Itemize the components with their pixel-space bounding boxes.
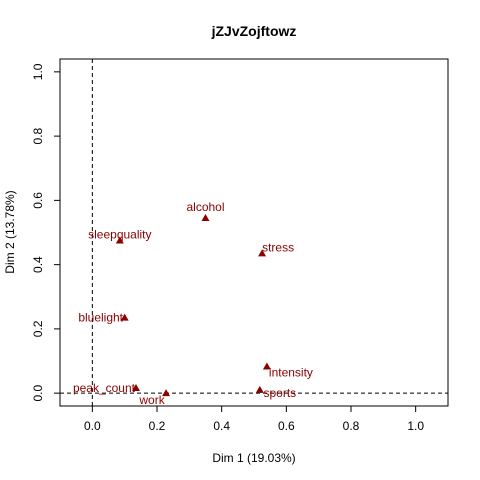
x-tick-label: 0.0 bbox=[84, 419, 101, 433]
point-marker-peak_count bbox=[131, 384, 140, 392]
point-marker-stress bbox=[258, 249, 267, 257]
point-label-sports: sports bbox=[263, 386, 296, 400]
point-marker-bluelight bbox=[120, 313, 129, 321]
x-tick-label: 1.0 bbox=[407, 419, 424, 433]
point-marker-intensity bbox=[262, 362, 271, 370]
x-tick-label: 0.6 bbox=[278, 419, 295, 433]
point-marker-work bbox=[162, 389, 171, 397]
x-tick-label: 0.4 bbox=[213, 419, 230, 433]
plot-frame bbox=[59, 58, 449, 407]
point-label-stress: stress bbox=[262, 240, 294, 254]
point-marker-alcohol bbox=[201, 214, 210, 222]
y-axis: 0.0 0.2 0.4 0.6 0.8 1.0 bbox=[31, 63, 60, 401]
point-label-intensity: intensity bbox=[269, 365, 313, 379]
y-tick-label: 0.6 bbox=[31, 192, 45, 209]
y-tick-label: 0.0 bbox=[31, 384, 45, 401]
x-tick-label: 0.2 bbox=[149, 419, 166, 433]
point-label-sleepquality: sleepquality bbox=[88, 228, 151, 242]
reference-lines bbox=[60, 59, 448, 406]
point-label-work: work bbox=[138, 393, 165, 407]
point-label-alcohol: alcohol bbox=[186, 200, 224, 214]
y-tick-label: 0.4 bbox=[31, 256, 45, 273]
y-tick-label: 0.2 bbox=[31, 320, 45, 337]
x-axis: 0.0 0.2 0.4 0.6 0.8 1.0 bbox=[84, 406, 424, 433]
point-marker-sleepquality bbox=[115, 236, 124, 244]
y-tick-label: 1.0 bbox=[31, 63, 45, 80]
x-axis-label: Dim 1 (19.03%) bbox=[212, 451, 295, 465]
x-tick-label: 0.8 bbox=[343, 419, 360, 433]
point-marker-sports bbox=[255, 385, 264, 393]
y-tick-label: 0.8 bbox=[31, 127, 45, 144]
point-label-peak_count: peak_count bbox=[73, 381, 136, 395]
data-points: alcohol sleepquality stress bluelight intens… bbox=[73, 200, 313, 407]
chart-title: jZJvZojftowz bbox=[211, 23, 297, 39]
point-label-bluelight: bluelight bbox=[78, 311, 123, 325]
y-axis-label: Dim 2 (13.78%) bbox=[3, 190, 17, 273]
